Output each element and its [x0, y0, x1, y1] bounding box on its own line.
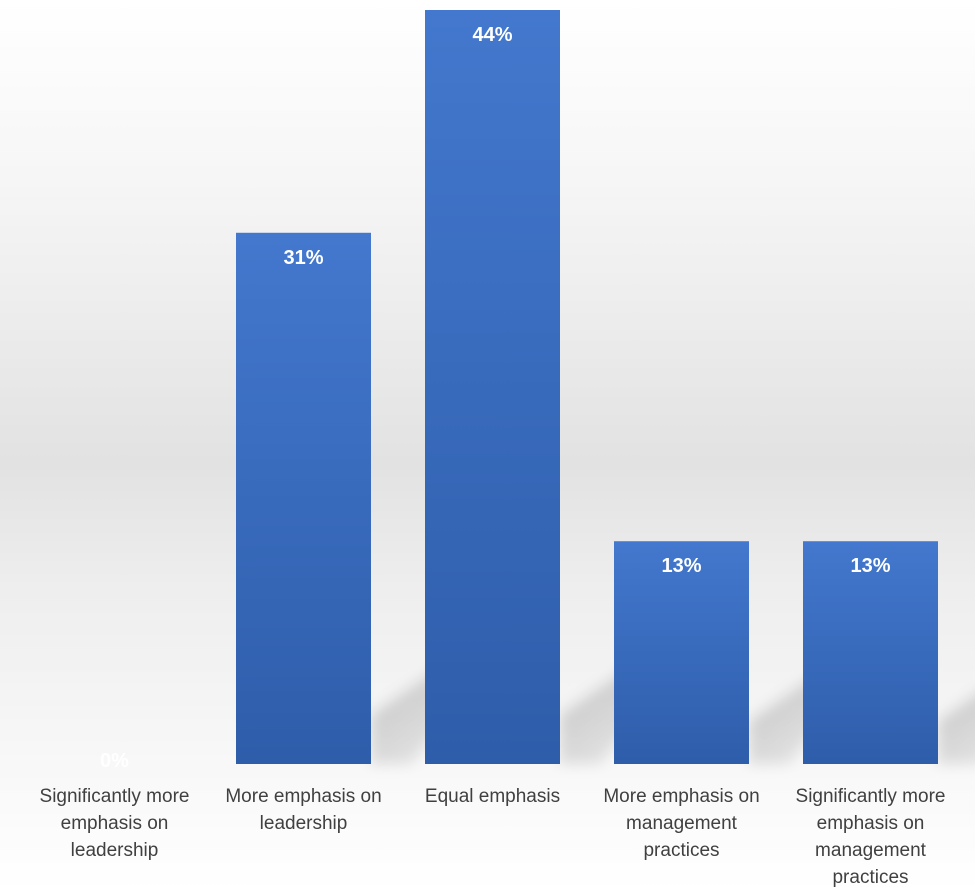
data-labels: 0% 31% 44% 13% 13% [100, 24, 891, 772]
category-label-line: More emphasis on [603, 786, 759, 807]
category-label-line: management [626, 813, 738, 834]
data-label: 0% [100, 750, 129, 772]
bar [236, 232, 371, 765]
data-label: 13% [661, 555, 701, 577]
category-labels: Significantly more emphasis on leadershipM… [40, 786, 946, 888]
category-label-line: Significantly more [796, 786, 946, 807]
bar [614, 541, 749, 764]
category-label: Equal emphasis [425, 786, 560, 807]
category-label-line: practices [832, 867, 908, 888]
category-label-line: management [815, 840, 927, 861]
bar [803, 541, 938, 764]
category-label-line: emphasis on [61, 813, 169, 834]
category-label-line: leadership [71, 840, 159, 861]
category-label-line: emphasis on [817, 813, 925, 834]
category-label: More emphasis on management practices [603, 786, 759, 861]
category-label-line: leadership [260, 813, 348, 834]
data-label: 44% [472, 24, 512, 46]
data-label: 13% [850, 555, 890, 577]
category-label-line: Equal emphasis [425, 786, 560, 807]
category-label: Significantly more emphasis on leadership [40, 786, 190, 861]
bar-shadow [938, 695, 975, 764]
category-label-line: practices [643, 840, 719, 861]
bars [236, 10, 938, 765]
bar [425, 10, 560, 764]
data-label: 31% [283, 247, 323, 269]
category-label-line: More emphasis on [225, 786, 381, 807]
category-label-line: Significantly more [40, 786, 190, 807]
category-label: Significantly more emphasis on management p… [796, 786, 946, 888]
category-label: More emphasis on leadership [225, 786, 381, 834]
